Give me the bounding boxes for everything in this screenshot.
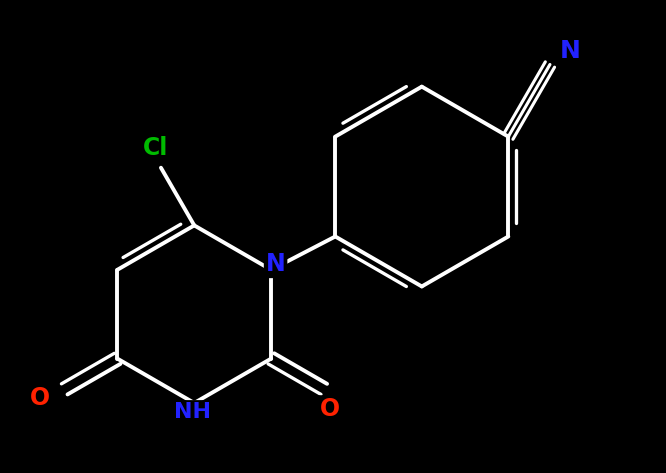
Text: NH: NH (174, 402, 210, 422)
Text: Cl: Cl (143, 136, 168, 160)
Text: N: N (559, 39, 580, 63)
Text: O: O (320, 397, 340, 421)
Text: O: O (30, 386, 50, 410)
Text: N: N (266, 252, 286, 276)
